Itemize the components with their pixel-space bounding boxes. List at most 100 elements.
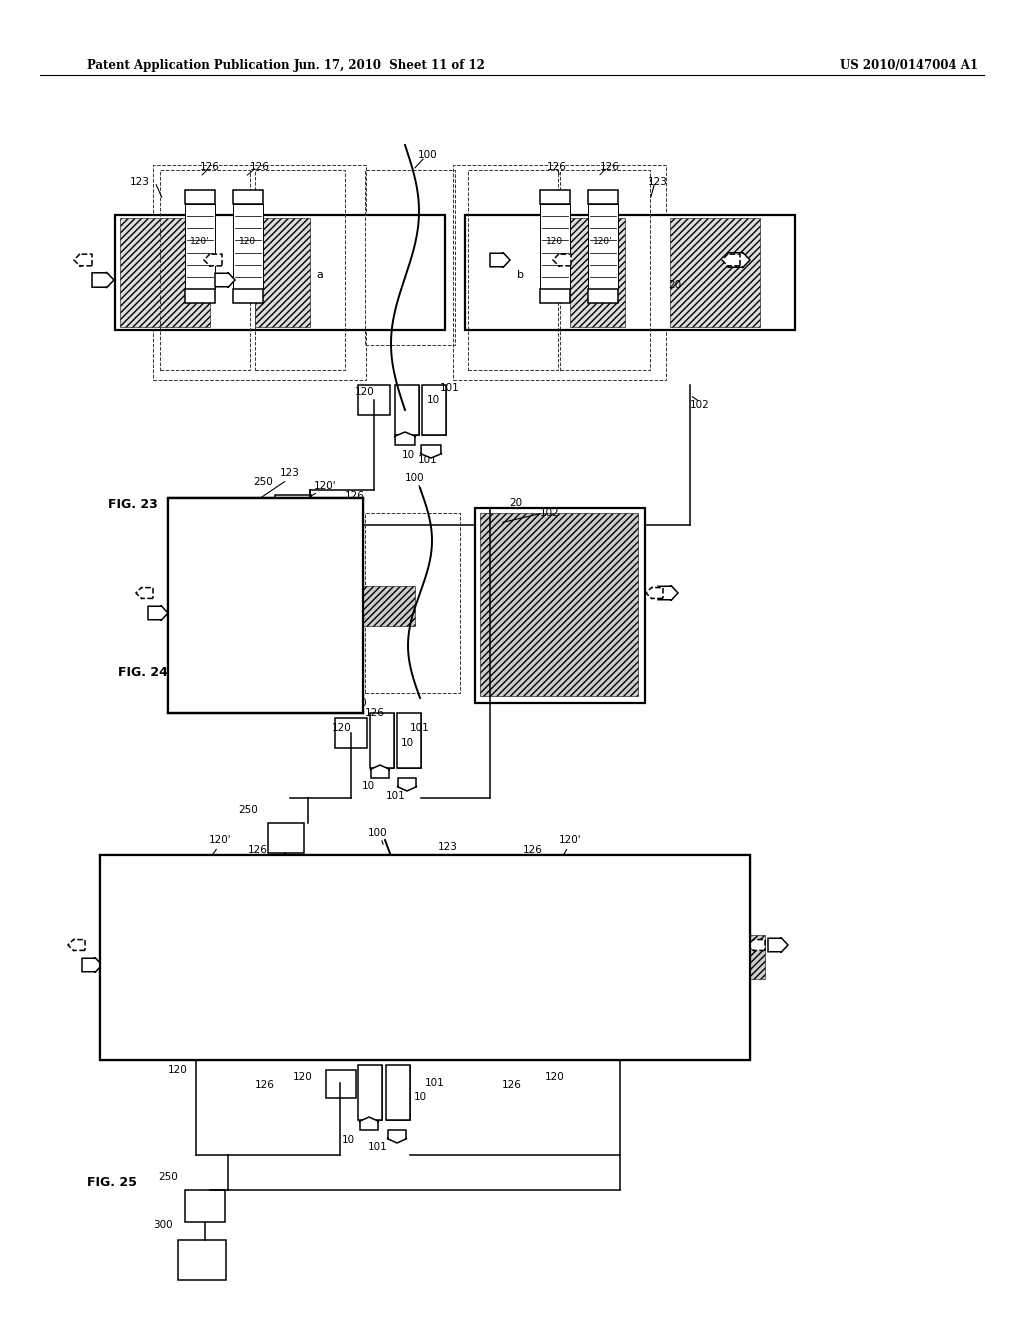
Bar bbox=[233, 190, 263, 205]
Text: 120: 120 bbox=[545, 1072, 565, 1082]
Text: 20: 20 bbox=[634, 858, 646, 869]
Text: 102: 102 bbox=[690, 400, 710, 411]
Polygon shape bbox=[370, 766, 390, 777]
Bar bbox=[480, 513, 638, 696]
Text: 120: 120 bbox=[168, 1065, 187, 1074]
Bar bbox=[178, 1239, 226, 1280]
Text: 126: 126 bbox=[547, 162, 567, 172]
Polygon shape bbox=[646, 587, 663, 599]
Bar bbox=[475, 508, 645, 704]
Text: 120: 120 bbox=[547, 238, 563, 246]
Bar bbox=[185, 190, 215, 205]
Bar bbox=[175, 586, 415, 626]
Bar bbox=[182, 1001, 218, 1028]
Bar bbox=[588, 190, 618, 205]
Text: 126: 126 bbox=[502, 1080, 522, 1090]
Bar bbox=[358, 1065, 382, 1119]
Bar bbox=[115, 215, 445, 330]
Bar bbox=[185, 1191, 225, 1222]
Text: 250: 250 bbox=[158, 1172, 178, 1181]
Polygon shape bbox=[620, 1010, 633, 1020]
Polygon shape bbox=[397, 777, 417, 791]
Text: 123: 123 bbox=[280, 469, 300, 478]
Bar bbox=[268, 822, 304, 853]
Bar bbox=[182, 884, 218, 913]
Bar bbox=[422, 385, 446, 436]
Polygon shape bbox=[204, 253, 222, 267]
Bar bbox=[395, 385, 419, 436]
Text: 100: 100 bbox=[406, 473, 425, 483]
Text: 10: 10 bbox=[400, 738, 414, 748]
Bar bbox=[182, 884, 218, 913]
Polygon shape bbox=[68, 939, 85, 950]
Text: 120': 120' bbox=[559, 836, 582, 845]
Bar bbox=[185, 289, 215, 304]
Bar bbox=[233, 205, 263, 289]
Text: 100: 100 bbox=[418, 150, 438, 160]
Text: Jun. 17, 2010  Sheet 11 of 12: Jun. 17, 2010 Sheet 11 of 12 bbox=[294, 58, 486, 71]
Polygon shape bbox=[136, 587, 153, 599]
Text: 126: 126 bbox=[366, 708, 385, 718]
Text: 126: 126 bbox=[600, 162, 620, 172]
Bar bbox=[105, 935, 335, 979]
Polygon shape bbox=[82, 957, 102, 973]
Text: 120: 120 bbox=[293, 1072, 313, 1082]
Polygon shape bbox=[420, 445, 442, 458]
Bar bbox=[612, 884, 648, 913]
Bar bbox=[422, 385, 446, 436]
Bar bbox=[468, 170, 558, 370]
Bar bbox=[370, 713, 394, 768]
Polygon shape bbox=[215, 272, 234, 288]
Text: FIG. 23: FIG. 23 bbox=[109, 499, 158, 511]
Bar bbox=[540, 190, 570, 205]
Text: 101: 101 bbox=[368, 1142, 388, 1152]
Text: 101: 101 bbox=[425, 1078, 444, 1088]
Bar bbox=[397, 713, 421, 768]
Polygon shape bbox=[148, 606, 168, 620]
Text: 250: 250 bbox=[239, 805, 258, 814]
Bar bbox=[326, 1071, 356, 1098]
Bar bbox=[612, 1001, 648, 1028]
Text: 300: 300 bbox=[154, 1220, 173, 1230]
Text: 126: 126 bbox=[250, 162, 270, 172]
Polygon shape bbox=[748, 939, 765, 950]
Bar bbox=[397, 713, 421, 768]
Bar bbox=[535, 935, 765, 979]
Bar bbox=[278, 651, 313, 681]
Text: 126: 126 bbox=[523, 845, 543, 855]
Bar bbox=[168, 498, 362, 713]
Text: 300: 300 bbox=[248, 528, 268, 539]
Polygon shape bbox=[190, 1010, 203, 1020]
Bar bbox=[130, 865, 270, 1049]
Bar bbox=[588, 289, 618, 304]
Bar bbox=[386, 1065, 410, 1119]
Text: 20: 20 bbox=[509, 498, 522, 508]
Polygon shape bbox=[394, 432, 416, 445]
Polygon shape bbox=[92, 272, 114, 288]
Bar bbox=[168, 498, 362, 713]
Bar bbox=[278, 531, 313, 561]
Polygon shape bbox=[768, 937, 788, 953]
Bar bbox=[612, 884, 648, 913]
Text: 20: 20 bbox=[669, 280, 682, 290]
Text: Patent Application Publication: Patent Application Publication bbox=[87, 58, 290, 71]
Text: 120: 120 bbox=[332, 723, 352, 733]
Bar bbox=[370, 713, 394, 768]
Bar bbox=[258, 873, 302, 911]
Bar bbox=[100, 855, 750, 1060]
Polygon shape bbox=[175, 894, 188, 904]
Text: 120: 120 bbox=[348, 698, 368, 708]
Text: 120': 120' bbox=[593, 238, 612, 246]
Polygon shape bbox=[553, 253, 571, 267]
Bar bbox=[358, 1065, 382, 1119]
Polygon shape bbox=[658, 586, 678, 601]
Text: b: b bbox=[516, 271, 523, 280]
Bar bbox=[233, 289, 263, 304]
Bar bbox=[100, 855, 750, 1060]
Text: 10: 10 bbox=[414, 1092, 427, 1102]
Text: 126: 126 bbox=[200, 162, 220, 172]
Polygon shape bbox=[268, 540, 282, 552]
Text: a: a bbox=[316, 271, 324, 280]
Bar bbox=[588, 205, 618, 289]
Bar bbox=[182, 1001, 218, 1028]
